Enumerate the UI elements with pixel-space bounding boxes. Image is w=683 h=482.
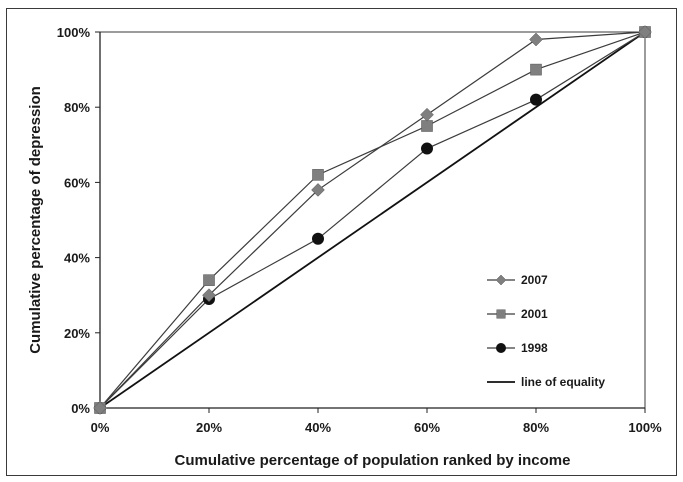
series-line-line-of-equality [99, 31, 646, 409]
legend-item-1998: 1998 [487, 341, 548, 355]
y-tick-label: 100% [57, 25, 91, 40]
data-point-2001 [312, 169, 324, 181]
data-point-2001 [530, 63, 542, 76]
data-point-2007 [311, 183, 325, 197]
y-tick-label: 40% [64, 251, 90, 266]
series-line-1998 [99, 31, 646, 409]
data-point-2007 [93, 401, 107, 415]
data-point-2007 [202, 288, 216, 303]
x-axis-title: Cumulative percentage of population rank… [175, 452, 571, 469]
data-point-1998 [530, 93, 542, 106]
legend-marker [495, 274, 507, 286]
x-tick-label: 100% [628, 420, 662, 435]
data-point-2007 [420, 107, 434, 122]
y-tick-label: 80% [64, 100, 90, 115]
data-point-2007 [529, 32, 543, 47]
legend-label: 1998 [521, 341, 548, 355]
data-point-1998 [312, 232, 324, 245]
series-line-2007 [99, 31, 646, 409]
tick-labels: 0% 20% 40% 60% 80% 100% 0% 20% 40% 60% 80% 100% [57, 25, 662, 435]
x-tick-label: 60% [414, 420, 440, 435]
series-line-2001 [99, 31, 646, 409]
legend-label: line of equality [521, 375, 605, 389]
data-point-1998 [421, 142, 433, 155]
data-point-2001 [203, 274, 215, 286]
y-tick-label: 0% [71, 401, 90, 416]
legend-marker [496, 343, 506, 353]
data-point-2007 [638, 25, 652, 39]
legend-item-2007: 2007 [487, 273, 548, 287]
x-tick-label: 20% [196, 420, 222, 435]
x-tick-label: 80% [523, 420, 549, 435]
y-tick-label: 20% [64, 326, 90, 341]
y-axis-title: Cumulative percentage of depression [27, 86, 44, 354]
legend-item-2001: 2001 [487, 307, 548, 321]
y-tick-label: 60% [64, 175, 90, 190]
legend-marker [496, 309, 506, 319]
series-markers [93, 25, 652, 415]
x-tick-label: 0% [91, 420, 110, 435]
series-lines [99, 31, 646, 409]
legend-label: 2001 [521, 307, 548, 321]
x-tick-label: 40% [305, 420, 331, 435]
axes [99, 31, 646, 409]
legend-item-line-of-equality: line of equality [487, 375, 605, 389]
legend: 2007 2001 1998 line of equality [487, 273, 605, 389]
data-point-2001 [421, 120, 433, 132]
legend-label: 2007 [521, 273, 548, 287]
